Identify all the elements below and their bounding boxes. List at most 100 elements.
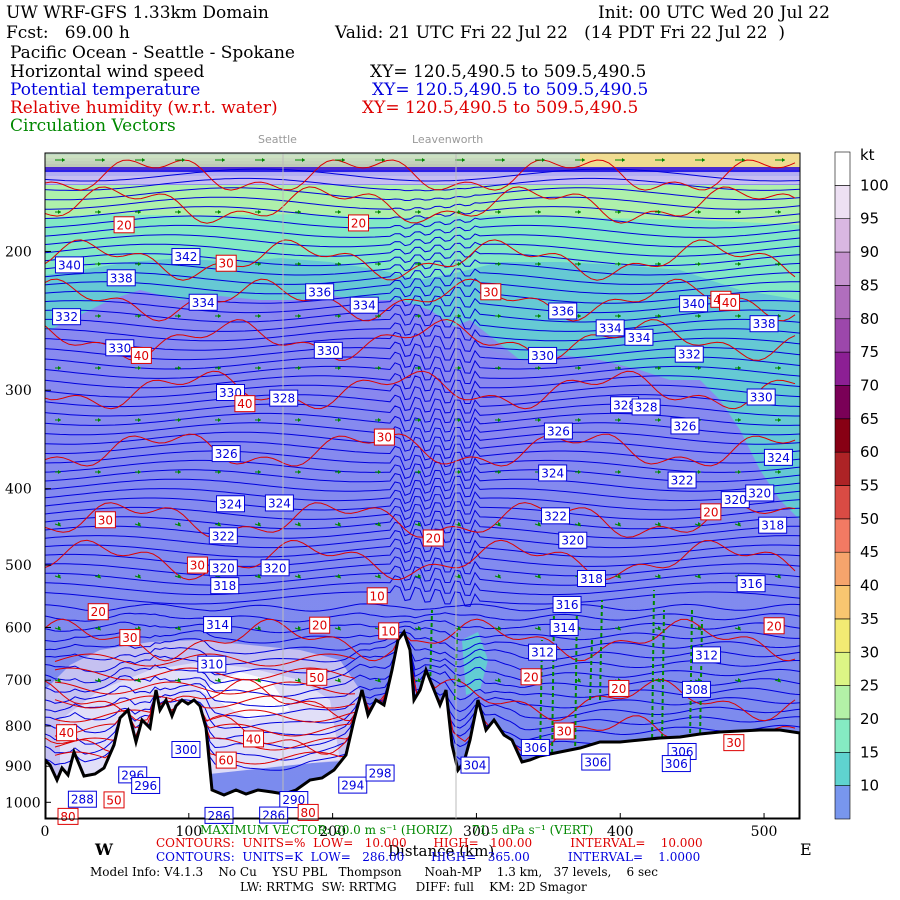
y-tick-label: 900 (5, 759, 32, 775)
cross-section-xy-2: XY= 120.5,490.5 to 509.5,490.5 (372, 80, 649, 100)
circulation-vector-head (98, 366, 101, 370)
theta-label: 318 (580, 572, 603, 586)
colorbar-swatch (834, 518, 851, 553)
forecast-hour: Fcst: 69.00 h (6, 23, 130, 43)
circulation-vector-head (578, 210, 581, 214)
colorbar-level-label: 100 (860, 176, 889, 194)
rh-label: 30 (483, 285, 498, 299)
colorbar-level-label: 80 (860, 310, 879, 328)
circulation-vector-head (658, 522, 661, 526)
circulation-vector-head (218, 366, 221, 370)
rh-label-box (723, 734, 745, 752)
theta-label-box (681, 680, 711, 698)
theta-contour (45, 177, 800, 192)
x-tick-label: 0 (41, 824, 50, 840)
circulation-vector-head (738, 210, 741, 214)
circulation-vector-head (338, 678, 341, 682)
rh-label: 30 (557, 725, 572, 739)
theta-contour (45, 449, 800, 471)
circulation-vector-head (778, 262, 781, 266)
circulation-vector-head (538, 522, 541, 526)
theta-label: 312 (695, 648, 718, 662)
circulation-vector (661, 609, 665, 746)
theta-contour (45, 304, 800, 323)
theta-label: 314 (206, 618, 229, 632)
theta-label: 334 (599, 321, 622, 335)
circulation-vector-head (338, 522, 341, 526)
theta-label: 330 (531, 349, 554, 363)
theta-label: 322 (671, 474, 694, 488)
rh-label: 40 (237, 397, 252, 411)
rh-label: 30 (98, 513, 113, 527)
theta-contour (45, 519, 800, 539)
colorbar-level-label: 20 (860, 710, 879, 728)
rh-contour (45, 318, 796, 362)
circulation-vector-head (698, 522, 701, 526)
theta-contour (45, 259, 800, 276)
theta-contour (45, 603, 800, 612)
colorbar-level-label: 15 (860, 743, 879, 761)
theta-contour (45, 528, 800, 549)
circulation-vector-head (98, 314, 101, 318)
colorbar-swatch (834, 651, 851, 686)
rh-label-box (56, 724, 78, 742)
theta-contour (45, 441, 800, 462)
theta-label-box (749, 315, 779, 333)
rh-label: 60 (219, 754, 234, 768)
theta-contour (45, 631, 800, 655)
circulation-vector-head (138, 470, 141, 474)
circulation-vector-head (578, 262, 581, 266)
circulation-vector-head (618, 574, 621, 578)
circulation-vector-head (298, 314, 301, 318)
circulation-vector-head (378, 262, 381, 266)
theta-label-box (279, 791, 309, 809)
theta-label: 332 (55, 310, 78, 324)
theta-label-box (674, 345, 704, 363)
theta-contour (45, 634, 800, 676)
rh-label-box (57, 807, 79, 825)
y-tick-label: 600 (5, 620, 32, 636)
theta-contour (45, 187, 800, 202)
circulation-vector-head (382, 158, 385, 162)
theta-label: 334 (192, 296, 215, 310)
theta-contour (45, 362, 800, 385)
circulation-vector-head (338, 574, 341, 578)
circulation-vector-head (698, 470, 701, 474)
theta-label: 330 (750, 391, 773, 405)
circulation-vector (589, 639, 593, 701)
theta-label-box (541, 507, 571, 525)
rh-label: 20 (116, 218, 131, 232)
rh-label: 10 (381, 624, 396, 638)
colorbar-swatch (834, 251, 851, 286)
rh-contour (45, 186, 796, 224)
circulation-vector (599, 599, 603, 701)
circulation-vector-head (498, 418, 501, 422)
theta-label: 312 (531, 646, 554, 660)
circulation-vector-head (378, 574, 381, 578)
circulation-vector-head (658, 626, 661, 630)
circulation-vector-head (498, 262, 501, 266)
circulation-vector-head (378, 418, 381, 422)
circulation-vector-head (618, 314, 621, 318)
circulation-vector-head (778, 314, 781, 318)
circulation-vector-head (658, 314, 661, 318)
cross-section-xy-3: XY= 120.5,490.5 to 509.5,490.5 (362, 98, 639, 118)
circulation-vector-head (218, 678, 221, 682)
rh-label-box (608, 679, 630, 697)
circulation-vector-head (378, 470, 381, 474)
location-leavenworth: Leavenworth (412, 133, 484, 146)
circulation-vector-head (418, 262, 421, 266)
theta-label: 334 (353, 299, 376, 313)
circulation-vector-head (578, 470, 581, 474)
theta-label: 320 (561, 534, 584, 548)
theta-contour (45, 482, 800, 505)
circulation-vector-head (458, 210, 461, 214)
circulation-vector-head (258, 210, 261, 214)
west-label: W (95, 840, 113, 859)
circulation-vector-head (538, 418, 541, 422)
circulation-vector-head (338, 418, 341, 422)
rh-label: 30 (377, 431, 392, 445)
circulation-vector-head (338, 366, 341, 370)
rh-label-box (297, 803, 319, 821)
colorbar-swatch (834, 585, 851, 620)
